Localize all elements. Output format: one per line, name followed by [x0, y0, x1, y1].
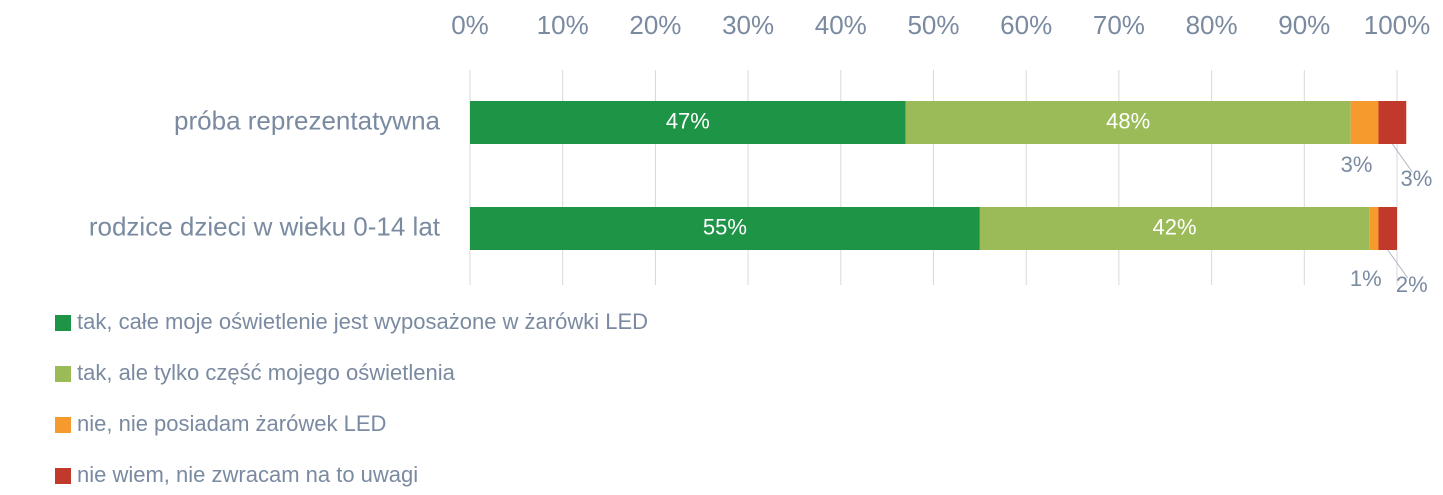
x-tick-label: 30% — [722, 10, 774, 40]
x-tick-label: 90% — [1278, 10, 1330, 40]
value-label: 1% — [1350, 266, 1382, 291]
bar-segment — [470, 207, 980, 250]
leader-line — [1387, 249, 1409, 279]
value-label: 3% — [1341, 152, 1373, 177]
bar-segment — [979, 207, 1370, 250]
bar-segment — [905, 101, 1351, 144]
x-tick-label: 80% — [1186, 10, 1238, 40]
legend-swatch — [55, 417, 71, 433]
legend-label: nie wiem, nie zwracam na to uwagi — [77, 462, 418, 487]
bar-segment — [470, 101, 906, 144]
x-tick-label: 50% — [907, 10, 959, 40]
value-label: 48% — [1106, 108, 1150, 133]
value-label: 47% — [666, 108, 710, 133]
legend-swatch — [55, 366, 71, 382]
bar-segment — [1378, 207, 1397, 250]
bar-segment — [1350, 101, 1379, 144]
value-label: 2% — [1396, 272, 1428, 297]
bar-segment — [1378, 101, 1407, 144]
leader-line — [1391, 143, 1413, 173]
x-tick-label: 100% — [1364, 10, 1431, 40]
legend-swatch — [55, 468, 71, 484]
value-label: 3% — [1400, 166, 1432, 191]
bar-segment — [1369, 207, 1379, 250]
value-label: 42% — [1152, 214, 1196, 239]
legend-label: nie, nie posiadam żarówek LED — [77, 411, 386, 436]
x-tick-label: 0% — [451, 10, 489, 40]
x-tick-label: 20% — [629, 10, 681, 40]
category-label: próba reprezentatywna — [174, 105, 440, 135]
x-tick-label: 10% — [537, 10, 589, 40]
legend-label: tak, całe moje oświetlenie jest wyposażo… — [77, 309, 648, 334]
value-label: 55% — [703, 214, 747, 239]
x-tick-label: 60% — [1000, 10, 1052, 40]
x-tick-label: 40% — [815, 10, 867, 40]
legend-label: tak, ale tylko część mojego oświetlenia — [77, 360, 456, 385]
category-label: rodzice dzieci w wieku 0-14 lat — [89, 211, 441, 241]
x-tick-label: 70% — [1093, 10, 1145, 40]
legend-swatch — [55, 315, 71, 331]
